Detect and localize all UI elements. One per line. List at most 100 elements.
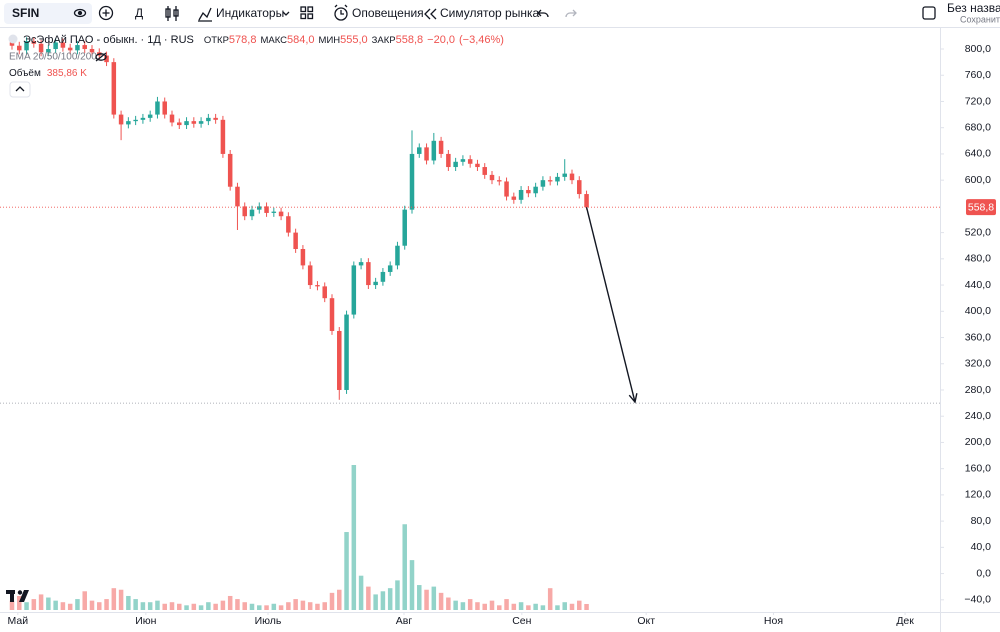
redo-button[interactable] [565, 9, 577, 18]
candle-body [351, 265, 357, 315]
volume-bar [409, 560, 415, 610]
candle-body [53, 42, 58, 50]
volume-bar [482, 603, 487, 610]
candle-body [482, 167, 487, 175]
candle-body [24, 41, 29, 51]
ohlc-label: ОТКР [204, 35, 229, 46]
candle-body [38, 43, 44, 53]
last-price-box [966, 199, 996, 216]
y-tick-label: 240,0 [965, 410, 991, 422]
hidden-icon[interactable] [95, 52, 107, 62]
volume-bar [147, 602, 153, 610]
symbol[interactable]: SFIN [12, 6, 39, 20]
candle-body [409, 153, 415, 210]
eye-icon[interactable] [73, 8, 87, 18]
symbol-box[interactable] [4, 3, 92, 24]
undo-button[interactable] [537, 9, 549, 18]
candle-body [162, 101, 167, 115]
candle-body [489, 174, 495, 181]
y-tick-label: 160,0 [965, 462, 991, 474]
indicator-legend[interactable]: EMA 20/50/100/200 [9, 52, 97, 63]
volume-bar [286, 602, 291, 610]
alerts-button[interactable]: Оповещения [352, 6, 424, 20]
volume-bar [220, 600, 226, 610]
volume-bar [402, 524, 407, 610]
y-tick-label: 400,0 [965, 305, 991, 317]
replay-button[interactable]: Симулятор рынка [440, 6, 539, 20]
volume-bar [249, 603, 255, 610]
volume-bar [395, 580, 400, 610]
volume-bar [235, 599, 240, 610]
volume-bar [126, 595, 131, 610]
ohlc-value: 584,0 [287, 34, 315, 46]
candle-body [227, 153, 233, 187]
candle-body [446, 153, 451, 168]
candle-body [387, 265, 393, 272]
legend-title: ЭсЭфАй ПАО - обыкн. · 1Д · RUS [23, 34, 194, 46]
candle-body [206, 117, 211, 122]
candle-body [286, 216, 291, 233]
chevron[interactable] [282, 11, 290, 16]
layout-checkbox[interactable] [922, 6, 936, 20]
volume-bar [438, 592, 444, 610]
indicators-button[interactable]: Индикаторы [216, 6, 284, 20]
candle-body [220, 119, 226, 154]
volume-bar [38, 594, 44, 610]
collapse-legend-button[interactable] [9, 81, 31, 98]
volume-bar [300, 600, 306, 610]
change-percent: (−3,46%) [459, 34, 504, 46]
candle-body [89, 49, 95, 53]
volume-bar [453, 600, 458, 610]
candle-body [366, 262, 371, 286]
arrow-shaft [585, 207, 636, 403]
candle-body [453, 161, 458, 168]
candle-body [82, 45, 87, 50]
replay-icon[interactable] [424, 8, 437, 20]
volume-bar [366, 586, 371, 610]
volume-bar [271, 603, 277, 610]
candle-body [511, 196, 517, 200]
candle-body [118, 114, 124, 125]
templates-button[interactable] [300, 6, 314, 20]
volume-bar [24, 602, 29, 610]
volume-bar [584, 603, 589, 610]
volume-bar [562, 602, 567, 610]
volume-bar [9, 600, 15, 610]
candle-body [460, 159, 466, 162]
y-tick-label: 40,0 [971, 541, 992, 553]
candle-body [147, 114, 153, 118]
ohlc-value: 555,0 [340, 34, 368, 46]
candle-body [518, 189, 524, 200]
x-tick-label: Июн [135, 615, 156, 627]
volume-bar [97, 602, 102, 610]
candle-body [380, 271, 386, 282]
chart-type-button[interactable] [165, 6, 179, 21]
volume-bar [31, 599, 37, 610]
candle-body [198, 121, 204, 124]
ohlc-value: 558,8 [396, 34, 424, 46]
alerts-icon[interactable] [334, 4, 348, 21]
volume-bar [184, 605, 189, 610]
y-tick-label: 760,0 [965, 69, 991, 81]
volume-title: Объём [9, 67, 41, 79]
candle-body [547, 180, 553, 182]
x-tick-label: Окт [637, 615, 655, 627]
chevron-up[interactable] [15, 86, 25, 92]
y-tick-label: 720,0 [965, 95, 991, 107]
indicators-icon[interactable] [198, 7, 212, 22]
candle-body [169, 114, 175, 123]
volume-bar [380, 591, 386, 610]
layout-name[interactable]: Без названи [947, 1, 1000, 15]
y-tick-label: 80,0 [971, 515, 992, 527]
y-tick-label: −40,0 [964, 594, 991, 606]
candle-body [249, 209, 255, 217]
volume-bar [67, 603, 73, 610]
candle-body [271, 211, 277, 213]
add-symbol-button[interactable] [98, 5, 114, 21]
candle-body [75, 45, 80, 51]
interval[interactable]: Д [135, 6, 143, 20]
volume-bar [213, 603, 218, 610]
volume-bar [351, 465, 357, 610]
x-tick-label: Ноя [764, 615, 783, 627]
volume-bar [547, 588, 553, 610]
